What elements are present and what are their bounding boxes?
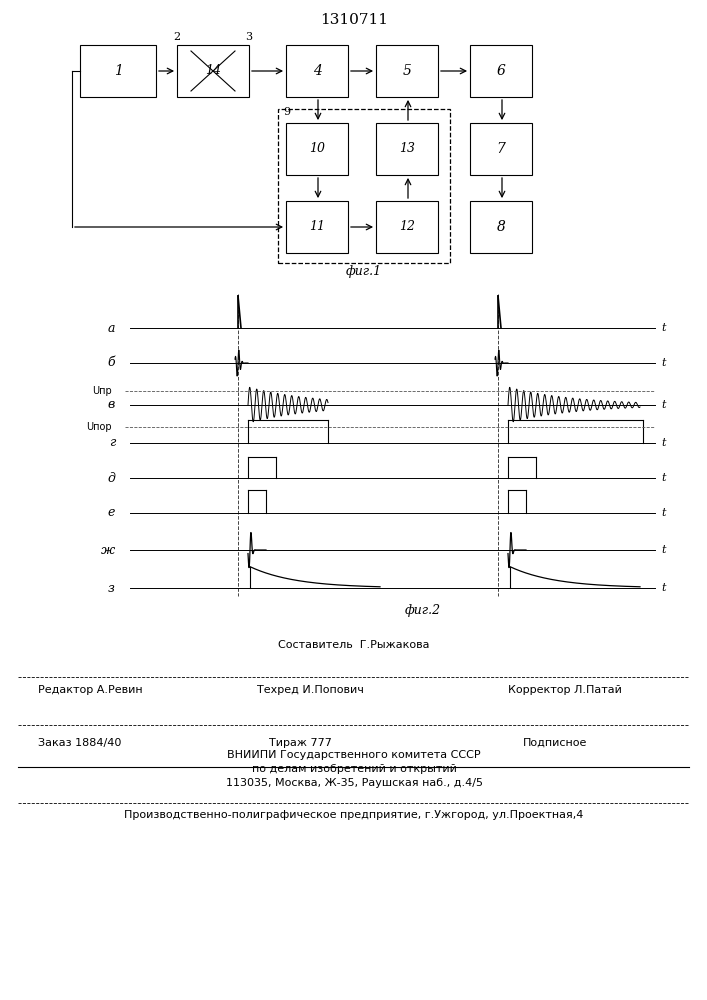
Text: е: е: [107, 506, 115, 520]
Text: Подписное: Подписное: [522, 738, 588, 748]
Bar: [376, 201, 438, 253]
Text: Uпор: Uпор: [86, 422, 112, 432]
Text: t: t: [661, 438, 665, 448]
Text: д: д: [107, 472, 115, 485]
Text: t: t: [661, 400, 665, 410]
Bar: [278, 109, 450, 263]
Text: Редактор А.Ревин: Редактор А.Ревин: [37, 685, 142, 695]
Text: з: з: [108, 582, 115, 594]
Text: t: t: [661, 545, 665, 555]
Bar: [286, 123, 348, 175]
Text: ж: ж: [101, 544, 115, 556]
Text: 13: 13: [399, 142, 415, 155]
Bar: [470, 123, 532, 175]
Text: 10: 10: [309, 142, 325, 155]
Text: 4: 4: [312, 64, 322, 78]
Text: 1310711: 1310711: [320, 13, 388, 27]
Text: в: в: [107, 398, 115, 412]
Text: по делам изобретений и открытий: по делам изобретений и открытий: [252, 764, 457, 774]
Text: Корректор Л.Патай: Корректор Л.Патай: [508, 685, 622, 695]
Bar: [177, 45, 249, 97]
Text: ВНИИПИ Государственного комитета СССР: ВНИИПИ Государственного комитета СССР: [227, 750, 481, 760]
Text: 3: 3: [245, 32, 252, 42]
Text: 7: 7: [496, 142, 506, 156]
Text: Техред И.Попович: Техред И.Попович: [257, 685, 363, 695]
Text: 6: 6: [496, 64, 506, 78]
Bar: [286, 45, 348, 97]
Text: 14: 14: [205, 64, 221, 78]
Text: t: t: [661, 583, 665, 593]
Text: г: г: [109, 436, 115, 450]
Text: 1: 1: [114, 64, 122, 78]
Text: Заказ 1884/40: Заказ 1884/40: [38, 738, 122, 748]
Text: 113035, Москва, Ж-35, Раушская наб., д.4/5: 113035, Москва, Ж-35, Раушская наб., д.4…: [226, 778, 482, 788]
Text: 5: 5: [402, 64, 411, 78]
Text: Составитель  Г.Рыжакова: Составитель Г.Рыжакова: [279, 640, 430, 650]
Text: t: t: [661, 358, 665, 368]
Text: б: б: [107, 357, 115, 369]
Bar: [376, 123, 438, 175]
Bar: [470, 201, 532, 253]
Text: 9: 9: [283, 107, 290, 117]
Bar: [376, 45, 438, 97]
Text: 11: 11: [309, 221, 325, 233]
Text: 8: 8: [496, 220, 506, 234]
Bar: [470, 45, 532, 97]
Text: фиг.2: фиг.2: [404, 604, 440, 617]
Text: Тираж 777: Тираж 777: [269, 738, 332, 748]
Text: 2: 2: [173, 32, 180, 42]
Text: t: t: [661, 473, 665, 483]
Text: фиг.1: фиг.1: [346, 265, 382, 278]
Bar: [80, 45, 156, 97]
Bar: [286, 201, 348, 253]
Text: t: t: [661, 508, 665, 518]
Text: а: а: [107, 322, 115, 334]
Text: t: t: [661, 323, 665, 333]
Text: Производственно-полиграфическое предприятие, г.Ужгород, ул.Проектная,4: Производственно-полиграфическое предприя…: [124, 810, 584, 820]
Text: Uпр: Uпр: [92, 386, 112, 396]
Text: 12: 12: [399, 221, 415, 233]
